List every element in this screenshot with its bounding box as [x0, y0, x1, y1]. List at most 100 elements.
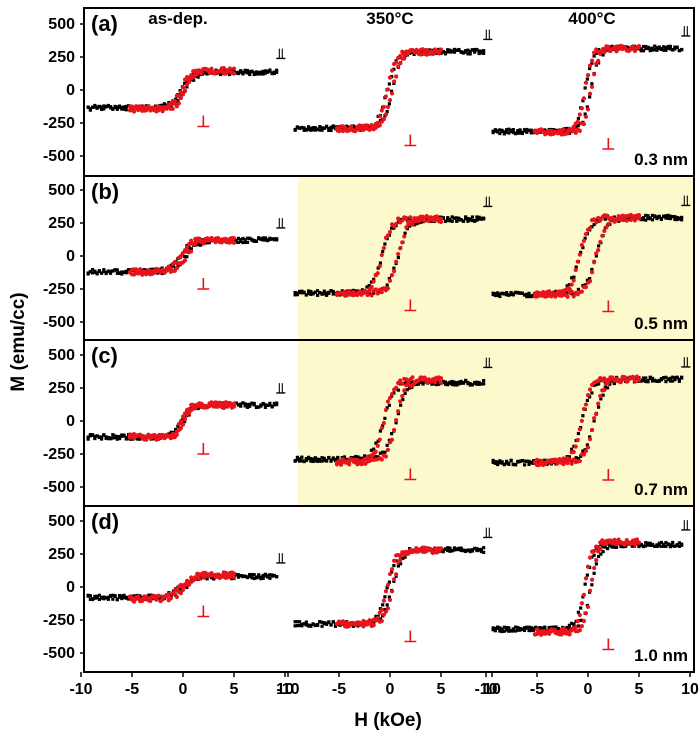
data-point-out-of-plane: [414, 47, 419, 52]
data-point-in-plane: [450, 382, 454, 387]
data-point-in-plane: [594, 254, 598, 258]
data-point-in-plane: [576, 287, 581, 292]
data-point-in-plane: [108, 271, 113, 275]
data-point-in-plane: [583, 112, 587, 116]
data-point-in-plane: [459, 218, 463, 222]
data-point-out-of-plane: [396, 216, 401, 221]
data-point-in-plane: [507, 629, 511, 633]
data-point-out-of-plane: [555, 131, 560, 136]
data-point-in-plane: [263, 69, 268, 73]
data-point-in-plane: [315, 127, 320, 131]
data-point-out-of-plane: [369, 621, 374, 626]
data-point-in-plane: [126, 597, 131, 601]
data-point-in-plane: [518, 128, 522, 132]
data-point-in-plane: [518, 628, 522, 632]
data-point-in-plane: [252, 239, 256, 243]
data-point-out-of-plane: [385, 447, 391, 452]
data-point-in-plane: [261, 238, 265, 242]
data-point-in-plane: [261, 573, 265, 578]
data-point-out-of-plane: [379, 425, 384, 431]
data-point-in-plane: [505, 130, 509, 134]
data-point-in-plane: [331, 289, 335, 294]
data-point-in-plane: [254, 576, 259, 580]
data-point-in-plane: [473, 381, 477, 385]
data-point-out-of-plane: [587, 387, 593, 392]
data-point-in-plane: [250, 401, 254, 405]
data-point-in-plane: [331, 125, 335, 130]
data-point-in-plane: [509, 629, 513, 633]
data-point-in-plane: [293, 290, 297, 295]
data-point-in-plane: [655, 379, 659, 383]
data-point-in-plane: [662, 45, 666, 49]
data-point-in-plane: [412, 52, 416, 56]
data-point-out-of-plane: [589, 84, 595, 90]
data-point-in-plane: [639, 378, 643, 382]
data-point-in-plane: [673, 378, 677, 382]
data-point-in-plane: [248, 236, 252, 241]
data-point-out-of-plane: [365, 289, 370, 295]
data-point-in-plane: [257, 405, 261, 409]
data-point-out-of-plane: [579, 601, 584, 606]
data-point-in-plane: [520, 627, 524, 631]
data-point-in-plane: [97, 269, 101, 274]
data-point-in-plane: [196, 75, 200, 79]
data-point-in-plane: [527, 628, 531, 633]
data-point-in-plane: [502, 132, 506, 136]
data-point-in-plane: [236, 70, 241, 74]
data-point-in-plane: [531, 628, 536, 633]
data-point-in-plane: [298, 126, 302, 130]
data-point-in-plane: [106, 597, 110, 601]
data-point-in-plane: [250, 70, 254, 74]
data-point-in-plane: [311, 128, 315, 132]
data-point-in-plane: [479, 382, 483, 386]
data-point-in-plane: [111, 269, 115, 273]
data-point-out-of-plane: [355, 127, 360, 132]
data-point-in-plane: [576, 431, 581, 436]
data-point-in-plane: [668, 47, 673, 51]
data-point-out-of-plane: [610, 375, 615, 380]
data-point-in-plane: [531, 626, 536, 631]
highlight-layer: [298, 176, 694, 506]
data-point-in-plane: [113, 268, 117, 272]
data-point-in-plane: [590, 82, 594, 86]
data-point-in-plane: [302, 290, 306, 294]
data-point-in-plane: [588, 435, 592, 439]
data-point-in-plane: [104, 104, 108, 109]
data-point-in-plane: [529, 128, 533, 132]
data-point-in-plane: [95, 434, 99, 438]
data-point-in-plane: [525, 130, 529, 134]
data-point-in-plane: [327, 128, 331, 133]
data-point-in-plane: [320, 126, 324, 130]
data-point-in-plane: [363, 454, 367, 458]
data-point-in-plane: [268, 69, 272, 73]
data-point-in-plane: [124, 269, 128, 273]
data-point-out-of-plane: [373, 449, 378, 454]
data-point-out-of-plane: [585, 445, 591, 450]
data-point-in-plane: [399, 403, 403, 407]
data-point-in-plane: [450, 379, 454, 384]
data-point-in-plane: [241, 236, 245, 241]
out-of-plane-marker: ⊥: [601, 299, 615, 316]
data-point-in-plane: [183, 420, 187, 424]
data-point-in-plane: [236, 236, 241, 240]
data-point-in-plane: [455, 381, 459, 385]
out-of-plane-marker: ⊥: [196, 114, 210, 131]
data-point-in-plane: [466, 216, 470, 221]
data-point-in-plane: [466, 548, 470, 552]
data-point-in-plane: [496, 625, 500, 629]
data-point-in-plane: [261, 576, 265, 580]
data-point-in-plane: [455, 383, 459, 387]
data-point-out-of-plane: [146, 432, 151, 437]
data-point-out-of-plane: [592, 50, 597, 55]
data-point-out-of-plane: [438, 380, 444, 386]
data-point-in-plane: [644, 44, 648, 49]
data-point-in-plane: [599, 397, 603, 401]
data-point-in-plane: [500, 291, 504, 296]
data-point-in-plane: [120, 105, 124, 110]
data-point-in-plane: [599, 552, 603, 556]
data-point-out-of-plane: [402, 234, 407, 239]
data-point-in-plane: [673, 215, 677, 219]
data-point-in-plane: [383, 607, 387, 612]
y-tick-label: 500: [48, 347, 75, 364]
data-point-in-plane: [657, 214, 661, 218]
